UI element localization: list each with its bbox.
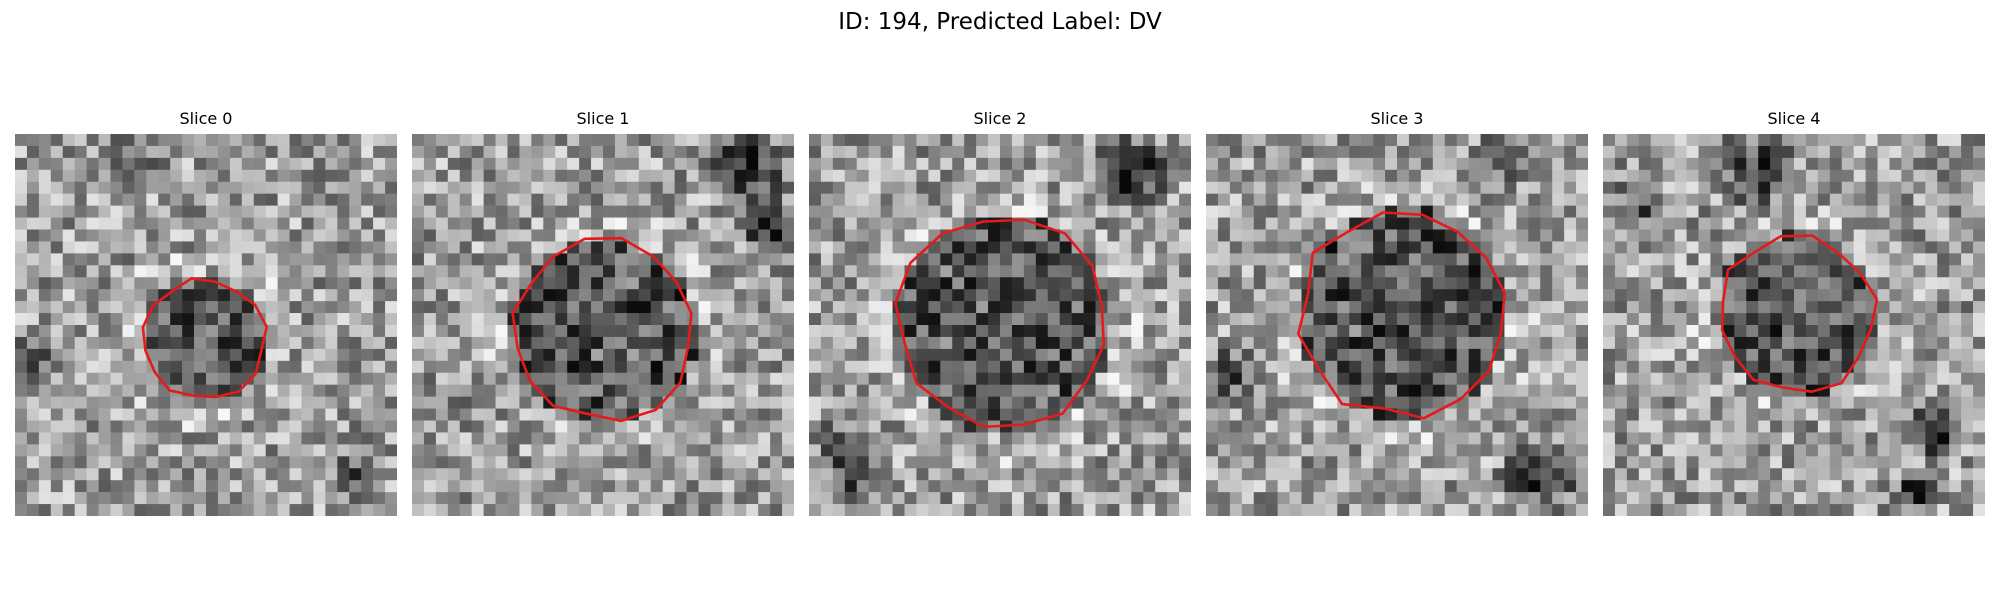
figure-title: ID: 194, Predicted Label: DV: [838, 9, 1162, 35]
slice-pixels: [412, 134, 794, 516]
slice-pixels: [15, 134, 397, 516]
slice-pixels: [809, 134, 1191, 516]
slice-title: Slice 0: [179, 109, 233, 128]
slice-panel-3: Slice 3: [1206, 108, 1588, 516]
slice-panel-2: Slice 2: [809, 108, 1191, 516]
slice-panel-4: Slice 4: [1603, 108, 1985, 516]
slice-panel-0: Slice 0: [15, 108, 397, 516]
segmentation-contour: [511, 236, 693, 423]
slice-pixels: [1603, 134, 1985, 516]
slice-image: [809, 134, 1191, 516]
segmentation-contour: [1720, 234, 1879, 394]
slice-title: Slice 2: [973, 109, 1027, 128]
slice-image: [1603, 134, 1985, 516]
segmentation-contour: [894, 218, 1106, 429]
slice-title: Slice 4: [1767, 109, 1821, 128]
slice-image: [412, 134, 794, 516]
segmentation-contour: [141, 277, 268, 399]
slice-image: [15, 134, 397, 516]
slice-image: [1206, 134, 1588, 516]
segmentation-contour: [1297, 211, 1507, 420]
slice-title: Slice 3: [1370, 109, 1424, 128]
slice-panel-1: Slice 1: [412, 108, 794, 516]
slice-pixels: [1206, 134, 1588, 516]
slice-title: Slice 1: [576, 109, 630, 128]
